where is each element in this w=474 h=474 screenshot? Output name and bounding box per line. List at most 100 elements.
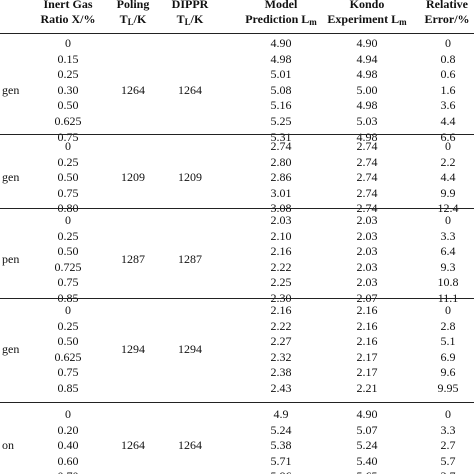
- cell-ratio: 0: [65, 36, 71, 50]
- cell-ratio: 0.50: [57, 98, 79, 113]
- cell-model-prediction: 5.01: [270, 67, 292, 82]
- cell-kondo-experiment: 2.21: [356, 381, 378, 395]
- cell-kondo-experiment: 5.03: [356, 114, 378, 128]
- header-model-line1: Model: [264, 0, 298, 11]
- cell-ratio: 0.725: [54, 259, 82, 274]
- cell-model-prediction: 2.43: [270, 381, 292, 395]
- cell-model-prediction: 5.08: [270, 82, 292, 97]
- cell-model-prediction: 4.98: [270, 51, 292, 66]
- cell-kondo-experiment: 2.17: [356, 349, 378, 364]
- cell-kondo-experiment: 4.94: [356, 51, 378, 66]
- group-divider: [0, 208, 474, 209]
- header-ratio-line1: Inert Gas: [43, 0, 93, 11]
- group-dippr-tl: 1294: [178, 342, 202, 356]
- cell-ratio: 0: [65, 303, 71, 317]
- cell-relative-error: 3.3: [440, 422, 456, 437]
- group-gas-name: on: [2, 438, 14, 453]
- cell-relative-error: 9.9: [440, 185, 456, 200]
- group-dippr-tl: 1287: [178, 252, 202, 266]
- cell-model-prediction: 2.10: [270, 228, 292, 243]
- cell-kondo-experiment: 4.98: [356, 67, 378, 82]
- cell-model-prediction: 4.90: [270, 36, 292, 50]
- cell-relative-error: 0: [445, 139, 451, 153]
- cell-relative-error: 1.6: [440, 82, 456, 97]
- cell-model-prediction: 2.22: [270, 259, 292, 274]
- cell-model-prediction: 5.31: [270, 129, 292, 144]
- cell-ratio: 0.75: [57, 129, 79, 144]
- group-poling-tl: 1264: [121, 438, 145, 453]
- cell-kondo-experiment: 2.16: [356, 334, 378, 349]
- cell-ratio: 0.625: [54, 114, 82, 128]
- cell-ratio: 0.40: [57, 438, 79, 453]
- group-dippr-tl: 1209: [178, 170, 202, 185]
- cell-ratio: 0: [65, 407, 71, 421]
- cell-kondo-experiment: 4.98: [356, 129, 378, 144]
- cell-kondo-experiment: 5.40: [356, 453, 378, 468]
- cell-ratio: 0.75: [57, 275, 79, 290]
- cell-relative-error: 0.8: [440, 51, 456, 66]
- header-model-line2: Prediction Lm: [245, 12, 317, 27]
- cell-model-prediction: 2.86: [270, 170, 292, 185]
- header-poling-line2: TL/K: [119, 12, 147, 27]
- cell-relative-error: 2.7: [440, 438, 456, 453]
- cell-ratio: 0: [65, 139, 71, 153]
- cell-model-prediction: 2.74: [270, 139, 292, 153]
- cell-kondo-experiment: 2.16: [356, 318, 378, 333]
- cell-relative-error: 4.4: [440, 114, 456, 128]
- cell-relative-error: 0: [445, 213, 451, 227]
- cell-kondo-experiment: 2.03: [356, 275, 378, 290]
- cell-kondo-experiment: 2.03: [356, 213, 378, 227]
- cell-ratio: 0.20: [57, 422, 79, 437]
- cell-relative-error: 6.6: [440, 129, 456, 144]
- cell-model-prediction: 2.32: [270, 349, 292, 364]
- cell-ratio: 0.50: [57, 334, 79, 349]
- cell-relative-error: 2.2: [440, 154, 456, 169]
- cell-ratio: 0.75: [57, 365, 79, 380]
- group-dippr-tl: 1264: [178, 82, 202, 97]
- cell-model-prediction: 5.71: [270, 453, 292, 468]
- cell-ratio: 0: [65, 213, 71, 227]
- cell-relative-error: 9.95: [437, 381, 459, 395]
- cell-ratio: 0.70: [58, 469, 79, 474]
- cell-model-prediction: 3.01: [270, 185, 292, 200]
- group-poling-tl: 1294: [121, 342, 145, 356]
- cell-relative-error: 6.4: [440, 244, 456, 259]
- header-poling-line1: Poling: [116, 0, 150, 11]
- cell-relative-error: 0: [445, 407, 451, 421]
- cell-kondo-experiment: 2.17: [356, 365, 378, 380]
- group-divider: [0, 402, 474, 403]
- cell-relative-error: 3.3: [440, 228, 456, 243]
- cell-kondo-experiment: 2.74: [356, 170, 378, 185]
- cell-relative-error: 9.6: [440, 365, 456, 380]
- cell-model-prediction: 5.86: [271, 469, 292, 474]
- header-ratio-line2: Ratio X/%: [40, 12, 96, 26]
- group-divider: [0, 134, 474, 135]
- cell-model-prediction: 2.27: [270, 334, 292, 349]
- group-gas-name: gen: [2, 342, 20, 356]
- cell-ratio: 0.30: [57, 82, 79, 97]
- cell-ratio: 0.25: [57, 318, 79, 333]
- header-dippr-line2: TL/K: [176, 12, 204, 27]
- cell-kondo-experiment: 2.03: [356, 259, 378, 274]
- group-gas-name: pen: [2, 252, 20, 266]
- header-error-line2: Error/%: [424, 12, 470, 26]
- cell-ratio: 0.25: [57, 228, 79, 243]
- cell-relative-error: 3.7: [441, 469, 456, 474]
- cell-relative-error: 9.3: [440, 259, 456, 274]
- header-error-line1: Relative: [426, 0, 468, 11]
- group-divider: [0, 298, 474, 299]
- cell-model-prediction: 2.22: [270, 318, 292, 333]
- header-kondo-line2: Experiment Lm: [327, 12, 407, 27]
- cell-relative-error: 6.9: [440, 349, 456, 364]
- cell-model-prediction: 2.16: [270, 244, 292, 259]
- cell-ratio: 0.25: [57, 154, 79, 169]
- group-poling-tl: 1264: [121, 82, 145, 97]
- cell-kondo-experiment: 2.03: [356, 244, 378, 259]
- cell-model-prediction: 2.25: [270, 275, 292, 290]
- cell-kondo-experiment: 2.74: [356, 139, 378, 153]
- cell-model-prediction: 4.9: [273, 407, 289, 421]
- cell-ratio: 0.25: [57, 67, 79, 82]
- cell-model-prediction: 2.80: [270, 154, 292, 169]
- cell-relative-error: 0.6: [440, 67, 456, 82]
